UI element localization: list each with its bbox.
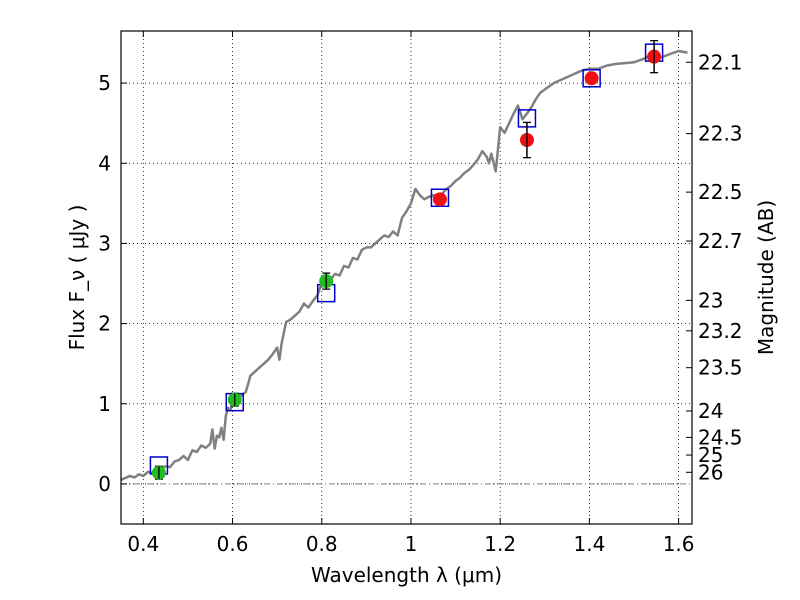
x-tick-label: 0.8 <box>306 532 338 556</box>
y2-tick-label: 26 <box>698 460 723 484</box>
y2-tick-label: 24.5 <box>698 425 743 449</box>
y-tick-label: 2 <box>98 312 111 336</box>
y-axis-label: Flux F_ν ( μJy ) <box>65 205 89 351</box>
observed-point <box>584 71 599 86</box>
y-tick-label: 0 <box>98 472 111 496</box>
y-tick-label: 5 <box>98 71 111 95</box>
y-tick-label: 4 <box>98 151 111 175</box>
sed-model-line <box>120 49 688 482</box>
model-photometry-square <box>582 69 601 88</box>
y2-tick-label: 22.7 <box>698 229 743 253</box>
y2-tick-label: 23.5 <box>698 356 743 380</box>
y2-tick-label: 22.5 <box>698 180 743 204</box>
plot-frame <box>120 30 693 525</box>
y2-tick-label: 23 <box>698 288 723 312</box>
x-tick-label: 1.4 <box>573 532 605 556</box>
grid <box>121 31 692 524</box>
x-tick-label: 0.6 <box>217 532 249 556</box>
x-tick-label: 1.2 <box>484 532 516 556</box>
y2-tick-label: 22.1 <box>698 50 743 74</box>
series <box>120 39 688 482</box>
y-tick-label: 1 <box>98 392 111 416</box>
x-axis-label: Wavelength λ (μm) <box>311 563 502 587</box>
x-tick-label: 1 <box>405 532 418 556</box>
y2-tick-label: 23.2 <box>698 319 743 343</box>
observed-point <box>432 192 447 207</box>
x-tick-label: 0.4 <box>127 532 159 556</box>
x-tick-label: 1.6 <box>663 532 695 556</box>
y2-tick-label: 22.3 <box>698 122 743 146</box>
ticks: 0.4 0.6 0.8 1 1.2 1.4 1.601234522.122.322.522.… <box>98 31 743 556</box>
y2-axis-label: Magnitude (AB) <box>754 200 778 355</box>
y-tick-label: 3 <box>98 231 111 255</box>
y2-tick-label: 24 <box>698 399 723 423</box>
y2-tick-label: 25 <box>698 443 723 467</box>
